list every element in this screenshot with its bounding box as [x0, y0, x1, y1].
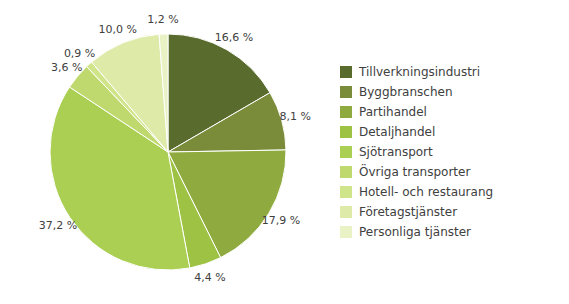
- legend-swatch: [340, 206, 352, 218]
- pie-slice: [168, 93, 286, 152]
- legend-swatch: [340, 186, 352, 198]
- data-label: 16,6 %: [215, 31, 253, 44]
- legend-label: Hotell- och restaurang: [359, 185, 493, 199]
- legend-item: Detaljhandel: [340, 125, 435, 139]
- data-label: 17,9 %: [262, 214, 300, 227]
- legend-label: Sjötransport: [359, 145, 433, 159]
- legend-swatch: [340, 106, 352, 118]
- pie-slice: [159, 34, 168, 152]
- data-label: 10,0 %: [99, 23, 137, 36]
- legend-item: Byggbranschen: [340, 85, 453, 99]
- legend-item: Partihandel: [340, 105, 427, 119]
- legend-item: Hotell- och restaurang: [340, 185, 493, 199]
- legend-item: Sjötransport: [340, 145, 433, 159]
- legend: Tillverkningsindustri Byggbranschen Partih…: [340, 65, 493, 239]
- legend-swatch: [340, 146, 352, 158]
- data-label: 0,9 %: [64, 47, 95, 60]
- chart: 16,6 % 8,1 % 17,9 % 4,4 % 37,2 % 3,6 %0,9 % 10…: [0, 0, 569, 304]
- legend-swatch: [340, 226, 352, 238]
- legend-item: Personliga tjänster: [340, 225, 471, 239]
- pie: [50, 34, 286, 270]
- legend-swatch: [340, 166, 352, 178]
- legend-label: Företagstjänster: [359, 205, 457, 219]
- legend-swatch: [340, 126, 352, 138]
- legend-label: Byggbranschen: [359, 85, 453, 99]
- legend-label: Partihandel: [359, 105, 427, 119]
- legend-item: Tillverkningsindustri: [340, 65, 480, 79]
- legend-item: Företagstjänster: [340, 205, 457, 219]
- data-label: 8,1 %: [280, 110, 311, 123]
- data-label: 4,4 %: [194, 271, 225, 284]
- legend-label: Tillverkningsindustri: [358, 65, 480, 79]
- legend-label: Detaljhandel: [359, 125, 435, 139]
- legend-swatch: [340, 66, 352, 78]
- data-label: 3,6 %: [51, 61, 82, 74]
- pie-slice: [92, 34, 168, 152]
- legend-label: Personliga tjänster: [359, 225, 471, 239]
- data-label: 37,2 %: [39, 219, 77, 232]
- legend-swatch: [340, 86, 352, 98]
- data-label: 1,2 %: [147, 13, 178, 26]
- legend-item: Övriga transporter: [340, 163, 470, 179]
- legend-label: Övriga transporter: [359, 163, 470, 179]
- data-labels: 16,6 % 8,1 % 17,9 % 4,4 % 37,2 % 3,6 %0,9 % 10…: [39, 13, 311, 283]
